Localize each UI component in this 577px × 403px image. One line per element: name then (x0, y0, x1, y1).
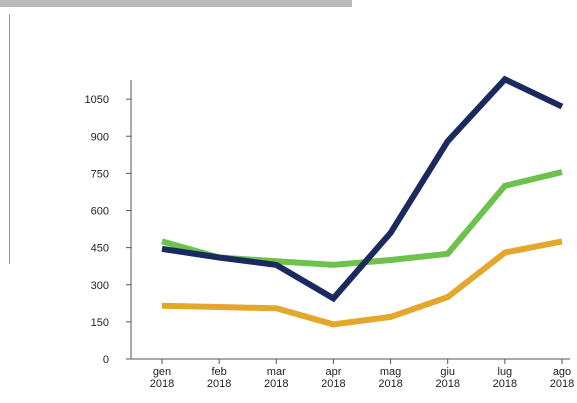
y-tick-label: 450 (91, 243, 109, 255)
x-tick-label: ago 2018 (550, 366, 574, 390)
y-tick-label: 0 (103, 354, 109, 366)
y-tick-label: 900 (91, 131, 109, 143)
left-margin-rule (9, 14, 10, 264)
top-decorative-band (0, 0, 352, 7)
series-line-1 (161, 169, 563, 268)
series-line-2 (161, 238, 563, 328)
y-tick-label: 1050 (85, 94, 109, 106)
x-tick-label: apr 2018 (321, 366, 345, 390)
x-tick-label: feb 2018 (207, 366, 231, 390)
y-tick-label: 750 (91, 168, 109, 180)
y-tick-label: 300 (91, 280, 109, 292)
x-tick-label: gen 2018 (150, 366, 174, 390)
x-tick-label: mar 2018 (264, 366, 288, 390)
series-line-0 (161, 75, 564, 303)
x-tick-label: lug 2018 (493, 366, 517, 390)
x-tick-label: mag 2018 (378, 366, 402, 390)
y-tick-label: 150 (91, 317, 109, 329)
x-tick-label: giu 2018 (435, 366, 459, 390)
y-tick-label: 600 (91, 206, 109, 218)
